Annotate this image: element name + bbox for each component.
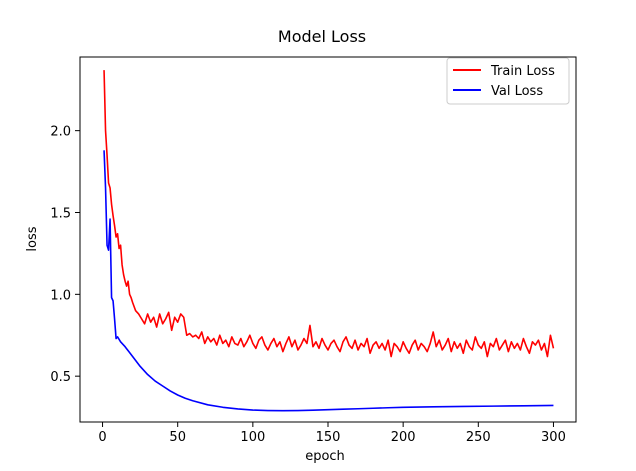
x-axis-ticks: 0 50 100 150 200 250 300	[98, 422, 566, 445]
chart-title: Model Loss	[278, 27, 366, 46]
x-tick-label: 0	[98, 430, 106, 445]
plot-frame	[79, 56, 577, 423]
x-axis-label: epoch	[305, 449, 345, 464]
x-tick-label: 50	[169, 430, 186, 445]
y-axis-ticks: 0.5 1.0 1.5 2.0	[50, 125, 80, 385]
x-tick-label: 300	[541, 430, 566, 445]
legend-label-train-loss: Train Loss	[490, 64, 555, 79]
y-tick-label: 0.5	[50, 370, 71, 385]
x-tick-label: 200	[391, 430, 416, 445]
y-tick-label: 1.5	[50, 206, 71, 221]
series-layer	[103, 70, 555, 412]
series-line-val-loss	[103, 150, 554, 412]
y-axis-label: loss	[25, 226, 40, 251]
x-tick-label: 250	[466, 430, 491, 445]
y-tick-label: 1.0	[50, 288, 71, 303]
legend-label-val-loss: Val Loss	[491, 84, 543, 99]
x-tick-label: 100	[240, 430, 265, 445]
series-line-train-loss	[103, 70, 555, 358]
legend: Train Loss Val Loss	[446, 57, 570, 105]
x-tick-label: 150	[316, 430, 341, 445]
y-tick-label: 2.0	[50, 125, 71, 140]
